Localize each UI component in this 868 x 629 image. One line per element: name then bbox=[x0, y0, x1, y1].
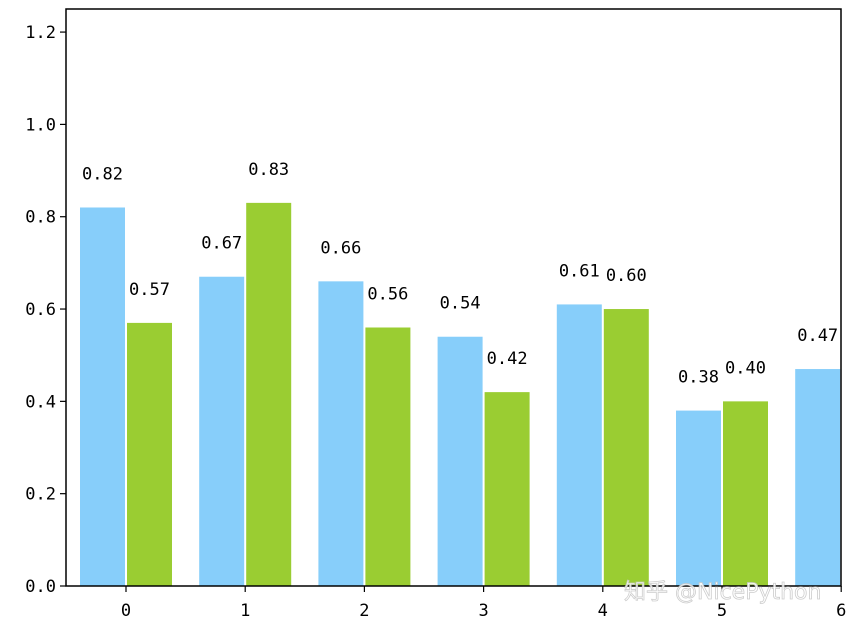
bar bbox=[80, 207, 125, 586]
bar bbox=[437, 336, 483, 586]
bar bbox=[556, 304, 602, 586]
x-tick-label: 5 bbox=[717, 601, 727, 621]
y-tick-label: 0.4 bbox=[25, 392, 56, 412]
bar-value-label: 0.54 bbox=[440, 294, 481, 314]
bar-value-label: 0.47 bbox=[797, 326, 838, 346]
y-tick-label: 0.6 bbox=[25, 300, 56, 320]
y-tick-label: 0.8 bbox=[25, 208, 56, 228]
bar bbox=[318, 281, 364, 586]
y-tick-label: 1.2 bbox=[25, 23, 56, 43]
bar bbox=[795, 369, 841, 586]
bar-value-label: 0.60 bbox=[606, 266, 647, 286]
bar bbox=[603, 309, 649, 586]
bar bbox=[199, 276, 245, 586]
bar bbox=[484, 392, 530, 586]
x-tick-label: 6 bbox=[836, 601, 846, 621]
bar bbox=[127, 322, 172, 586]
bar-value-label: 0.66 bbox=[320, 238, 361, 258]
x-tick-label: 2 bbox=[359, 601, 369, 621]
axes-layer: 0.0 0.2 0.4 0.6 0.8 1.0 1.2 0 1 2 3 4 5 6 bbox=[25, 8, 846, 621]
y-tick-label: 1.0 bbox=[25, 115, 56, 135]
bar-value-label: 0.67 bbox=[201, 234, 242, 254]
axes-frame bbox=[65, 8, 842, 587]
bar bbox=[723, 401, 768, 586]
x-tick-label: 0 bbox=[121, 601, 131, 621]
bar bbox=[246, 202, 292, 586]
bar-value-label: 0.83 bbox=[248, 160, 289, 180]
bar bbox=[676, 410, 721, 586]
x-tick-label: 4 bbox=[598, 601, 608, 621]
x-tick-label: 1 bbox=[240, 601, 250, 621]
bar-value-label: 0.40 bbox=[725, 358, 766, 378]
bar-value-label: 0.82 bbox=[82, 164, 123, 184]
y-tick-label: 0.2 bbox=[25, 485, 56, 505]
bars-layer bbox=[80, 202, 841, 586]
bar bbox=[365, 327, 411, 586]
x-tick-label: 3 bbox=[478, 601, 488, 621]
watermark: 知乎 @NicePython bbox=[624, 580, 821, 605]
bar-value-label: 0.57 bbox=[129, 280, 170, 300]
bar-value-label: 0.42 bbox=[487, 349, 528, 369]
y-tick-label: 0.0 bbox=[25, 577, 56, 597]
bar-value-label: 0.56 bbox=[367, 285, 408, 305]
bar-value-label: 0.61 bbox=[559, 261, 600, 281]
bar-labels-layer: 0.82 0.67 0.66 0.54 0.61 0.38 0.47 0.57 0.83 0.56… bbox=[82, 160, 838, 388]
bar-value-label: 0.38 bbox=[678, 368, 719, 388]
